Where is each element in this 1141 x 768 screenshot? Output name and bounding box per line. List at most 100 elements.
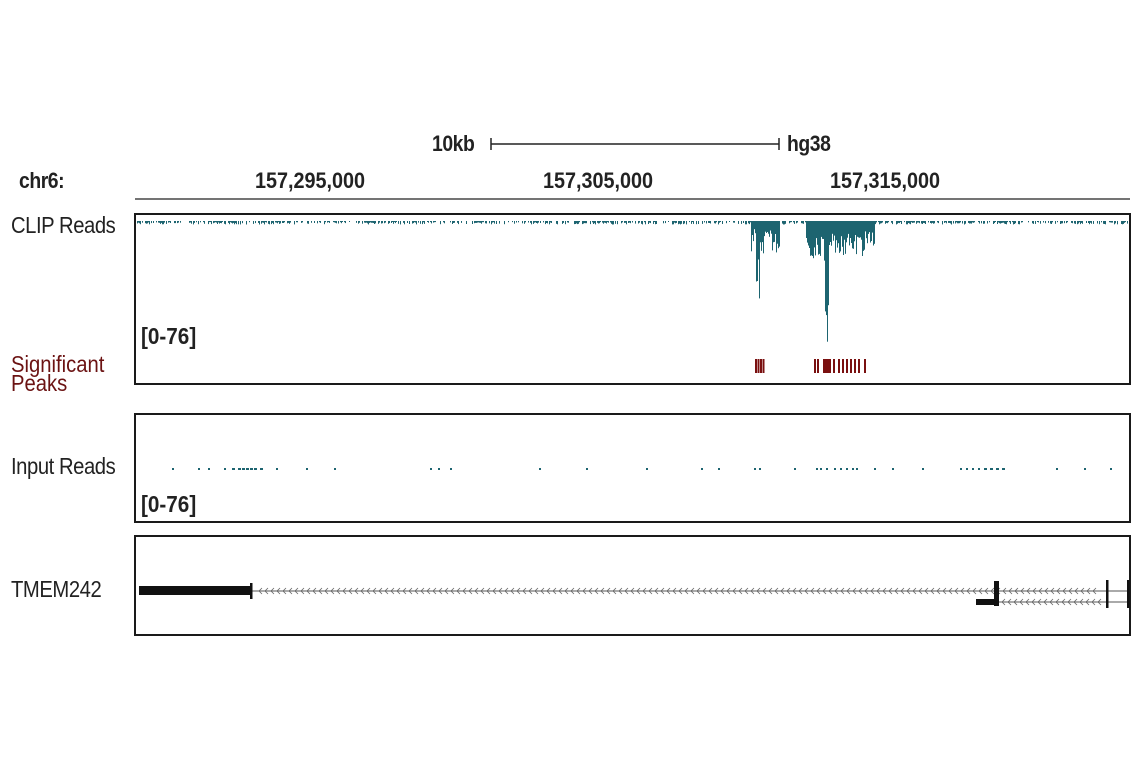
clip-coverage-bar	[771, 221, 772, 234]
clip-coverage-bar	[420, 221, 421, 224]
clip-coverage-bar	[454, 221, 455, 223]
clip-coverage-bar	[854, 221, 855, 242]
clip-coverage-bar	[1043, 221, 1044, 223]
clip-coverage-bar	[912, 221, 913, 223]
clip-coverage-bar	[801, 221, 802, 224]
clip-coverage-bar	[930, 221, 931, 223]
clip-coverage-bar	[1122, 221, 1123, 225]
clip-coverage-bar	[508, 221, 509, 223]
clip-coverage-bar	[791, 221, 792, 223]
strand-arrow	[588, 587, 593, 595]
input-read-mark	[1084, 468, 1086, 470]
strand-arrow	[768, 587, 773, 595]
clip-coverage-bar	[275, 221, 276, 223]
clip-coverage-bar	[557, 221, 558, 225]
clip-coverage-bar	[1072, 221, 1073, 224]
gene-exon	[1127, 580, 1130, 608]
strand-arrow	[384, 587, 389, 595]
clip-coverage-bar	[565, 221, 566, 225]
strand-arrow	[1025, 598, 1030, 606]
input-read-mark	[852, 468, 854, 470]
clip-coverage-bar	[385, 221, 386, 223]
strand-arrow	[936, 587, 941, 595]
clip-coverage-bar	[714, 221, 715, 224]
clip-coverage-bar	[231, 221, 232, 223]
clip-coverage-bar	[147, 221, 148, 224]
clip-coverage-bar	[691, 221, 692, 224]
clip-coverage-bar	[481, 221, 482, 224]
strand-arrow	[1013, 598, 1018, 606]
input-track-label: Input Reads	[11, 453, 116, 479]
clip-coverage-bar	[882, 221, 883, 223]
clip-coverage-bar	[1007, 221, 1008, 223]
clip-coverage-bar	[562, 221, 563, 224]
clip-coverage-bar	[477, 221, 478, 223]
clip-coverage-bar	[811, 221, 812, 256]
strand-arrow	[1062, 587, 1067, 595]
clip-coverage-bar	[278, 221, 279, 223]
input-read-mark	[260, 468, 263, 470]
clip-coverage-bar	[1078, 221, 1079, 224]
clip-coverage-bar	[720, 221, 721, 222]
strand-arrow	[828, 587, 833, 595]
clip-coverage-bar	[1019, 221, 1020, 225]
strand-arrow	[582, 587, 587, 595]
strand-arrow	[846, 587, 851, 595]
clip-coverage-bar	[853, 221, 854, 249]
clip-coverage-bar	[374, 221, 375, 224]
clip-coverage-bar	[965, 221, 966, 224]
clip-coverage-bar	[579, 221, 580, 223]
strand-arrow	[276, 587, 281, 595]
clip-coverage-bar	[754, 221, 755, 230]
clip-coverage-bar	[568, 221, 569, 223]
clip-coverage-bar	[1124, 221, 1125, 223]
clip-coverage-bar	[415, 221, 416, 223]
clip-coverage-bar	[689, 221, 690, 223]
clip-coverage-bar	[434, 221, 435, 223]
clip-coverage-bar	[269, 221, 270, 225]
clip-coverage-bar	[775, 221, 776, 234]
clip-coverage-bar	[235, 221, 236, 224]
clip-coverage-bar	[726, 221, 727, 224]
clip-coverage-bar	[863, 221, 864, 251]
strand-arrow	[432, 587, 437, 595]
clip-coverage-bar	[858, 221, 859, 238]
strand-arrow	[1079, 598, 1084, 606]
clip-coverage-bar	[328, 221, 329, 223]
clip-coverage-bar	[696, 221, 697, 225]
clip-coverage-bar	[1127, 221, 1128, 224]
clip-coverage-bar	[486, 221, 487, 224]
clip-coverage-bar	[356, 221, 357, 223]
gene-exon	[976, 599, 996, 605]
clip-coverage-bar	[958, 221, 959, 224]
clip-coverage-bar	[246, 221, 247, 225]
clip-coverage-bar	[896, 221, 897, 225]
input-read-mark	[960, 468, 962, 470]
strand-arrow	[918, 587, 923, 595]
input-read-mark	[198, 468, 200, 470]
strand-arrow	[852, 587, 857, 595]
clip-coverage-bar	[142, 221, 143, 223]
clip-coverage-bar	[768, 221, 769, 234]
clip-coverage-bar	[169, 221, 170, 223]
clip-coverage-bar	[1061, 221, 1062, 224]
strand-arrow	[690, 587, 695, 595]
clip-coverage-bar	[1110, 221, 1111, 223]
input-read-mark	[1110, 468, 1112, 470]
clip-coverage-bar	[908, 221, 909, 223]
strand-arrow	[732, 587, 737, 595]
strand-arrow	[492, 587, 497, 595]
clip-coverage-bar	[972, 221, 973, 223]
clip-coverage-bar	[271, 221, 272, 225]
strand-arrow	[774, 587, 779, 595]
strand-arrow	[438, 587, 443, 595]
gene-model	[139, 580, 1130, 608]
clip-coverage-bar	[479, 221, 480, 223]
clip-coverage-bar	[366, 221, 367, 223]
clip-coverage-bar	[745, 221, 746, 225]
clip-coverage-bar	[1006, 221, 1007, 225]
clip-coverage-bar	[472, 221, 473, 224]
input-read-mark	[450, 468, 452, 470]
clip-coverage-bar	[839, 221, 840, 253]
clip-coverage-bar	[964, 221, 965, 225]
